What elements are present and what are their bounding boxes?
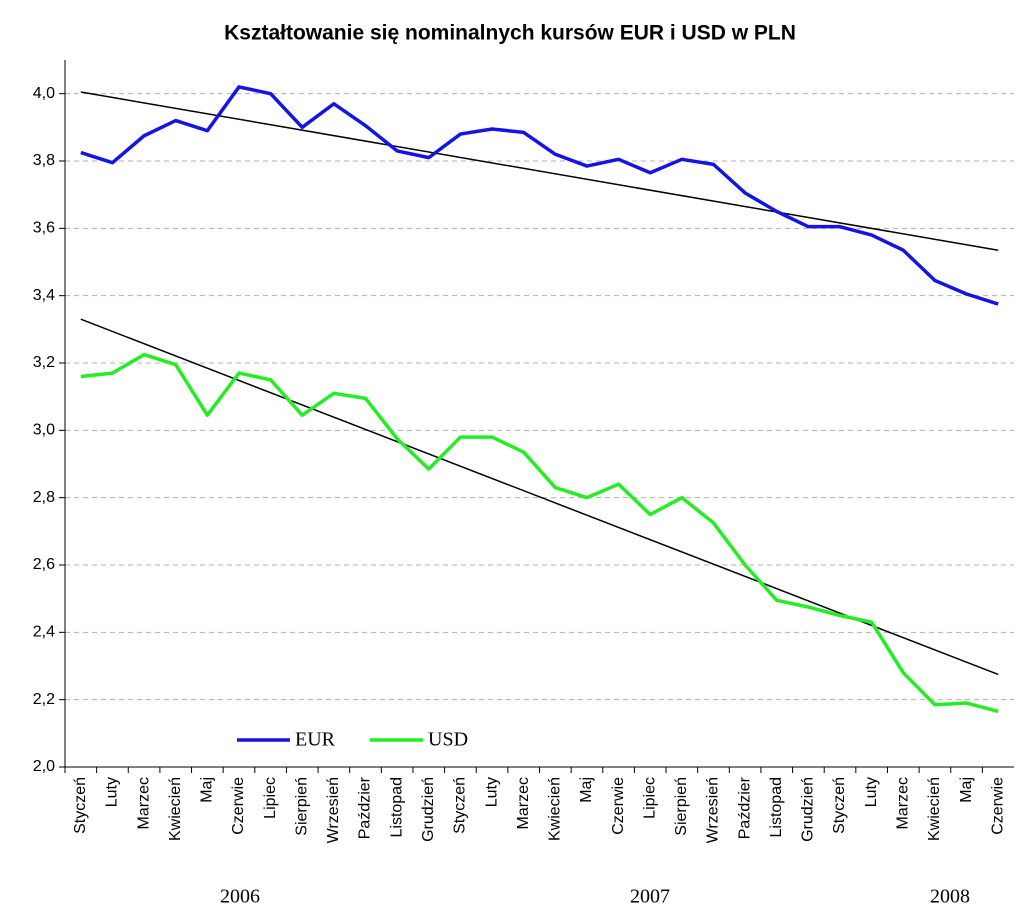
x-tick-label: Paździer	[357, 776, 374, 839]
y-tick-label: 2,0	[33, 758, 55, 775]
y-tick-label: 3,4	[33, 287, 55, 304]
x-tick-label: Luty	[863, 777, 880, 807]
y-tick-label: 2,8	[33, 489, 55, 506]
x-tick-label: Styczeń	[831, 777, 848, 834]
chart-title: Kształtowanie się nominalnych kursów EUR…	[224, 22, 796, 45]
x-tick-label: Luty	[483, 777, 500, 807]
x-tick-label: Marzec	[135, 777, 152, 829]
x-tick-label: Marzec	[895, 777, 912, 829]
x-tick-label: Maj	[199, 777, 216, 803]
x-tick-label: Listopad	[388, 777, 405, 838]
x-tick-label: Wrzesień	[325, 777, 342, 843]
x-tick-label: Czerwie	[230, 777, 247, 835]
legend-label: USD	[428, 729, 468, 751]
x-tick-label: Maj	[958, 777, 975, 803]
x-tick-label: Kwiecień	[167, 777, 184, 841]
y-tick-label: 2,4	[33, 624, 55, 641]
y-tick-label: 3,2	[33, 354, 55, 371]
x-tick-label: Sierpień	[673, 777, 690, 836]
x-tick-label: Czerwie	[610, 777, 627, 835]
x-tick-label: Maj	[578, 777, 595, 803]
x-tick-label: Sierpień	[293, 777, 310, 836]
y-tick-label: 3,6	[33, 220, 55, 237]
x-tick-label: Listopad	[768, 777, 785, 838]
x-tick-label: Grudzień	[420, 777, 437, 842]
x-tick-label: Luty	[104, 777, 121, 807]
series-line	[80, 352, 999, 714]
x-tick-label: Wrzesień	[705, 777, 722, 843]
x-tick-label: Lipiec	[262, 777, 279, 819]
y-tick-label: 3,8	[33, 152, 55, 169]
x-tick-label: Styczeń	[452, 777, 469, 834]
x-tick-label: Grudzień	[800, 777, 817, 842]
x-tick-label: Lipiec	[641, 777, 658, 819]
x-tick-label: Paździer	[736, 776, 753, 839]
x-tick-label: Czerwie	[989, 777, 1006, 835]
x-tick-label: Styczeń	[72, 777, 89, 834]
y-tick-label: 2,2	[33, 691, 55, 708]
year-label: 2007	[630, 886, 670, 908]
x-tick-label: Kwiecień	[926, 777, 943, 841]
year-label: 2008	[930, 886, 970, 908]
legend-label: EUR	[295, 729, 336, 751]
year-label: 2006	[220, 886, 260, 908]
trend-line	[80, 91, 999, 251]
y-tick-label: 2,6	[33, 556, 55, 573]
series-line	[80, 85, 999, 306]
y-tick-label: 3,0	[33, 422, 55, 439]
x-tick-label: Marzec	[515, 777, 532, 829]
x-tick-label: Kwiecień	[547, 777, 564, 841]
y-tick-label: 4,0	[33, 85, 55, 102]
